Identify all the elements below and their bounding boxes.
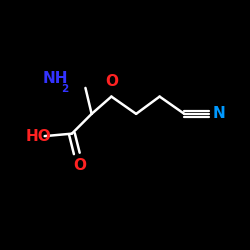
Text: NH: NH: [43, 70, 68, 86]
Text: 2: 2: [61, 84, 68, 94]
Text: N: N: [213, 106, 226, 122]
Text: O: O: [74, 158, 86, 173]
Text: HO: HO: [26, 128, 52, 144]
Text: O: O: [105, 74, 118, 89]
